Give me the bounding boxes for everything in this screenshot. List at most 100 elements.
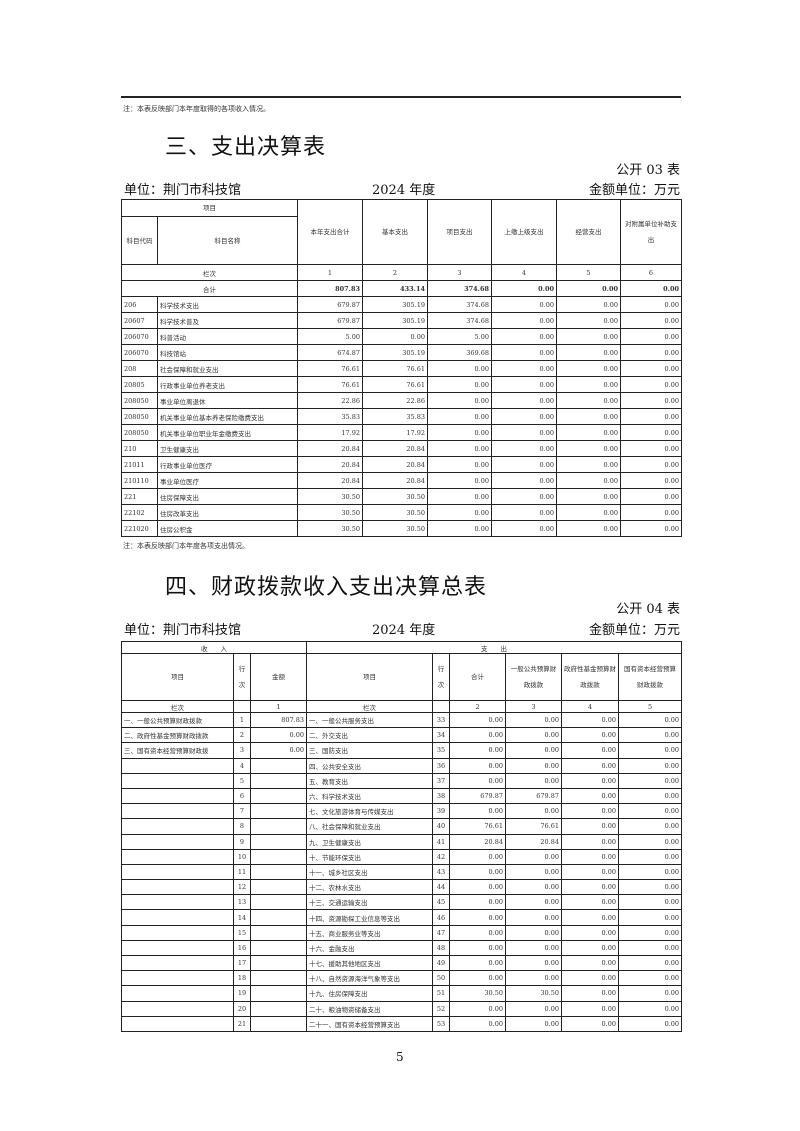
table-cell: 0.00 (620, 280, 682, 297)
table4-title: 四、财政拨款收入支出决算总表 (165, 575, 488, 600)
table-cell: 0.00 (427, 360, 492, 377)
table-cell (121, 879, 234, 896)
table-cell: 4 (491, 264, 557, 281)
table-cell: 三、国有资本经营预算财政拨 (121, 742, 234, 759)
table-cell: 0.00 (505, 909, 563, 926)
table-cell: 20805 (121, 376, 158, 393)
table-cell: 30.50 (362, 488, 428, 505)
table-cell: 679.87 (297, 312, 363, 329)
table-cell: 0.00 (556, 520, 621, 537)
table-cell: 0.00 (561, 742, 620, 759)
table-cell: 22102 (121, 504, 158, 521)
table-cell: 0.00 (449, 879, 507, 896)
table-cell: 科学技术普及 (157, 312, 298, 329)
table-cell (249, 803, 308, 820)
table-row: 20607 科学技术普及 679.87 305.19 374.68 0.00 0.00 0.0… (121, 312, 682, 329)
table-row: 21011 行政事业单位医疗 20.84 20.84 0.00 0.00 0.00 0.00 (121, 456, 682, 473)
table-cell: 政府性基金预算财政拨款 (561, 653, 620, 701)
table-cell: 374.68 (427, 312, 492, 329)
table-cell: 18 (233, 970, 251, 987)
table-cell: 0.00 (449, 803, 507, 820)
table-cell: 210110 (121, 472, 158, 489)
table-cell: 一、一般公共服务支出 (306, 711, 434, 729)
table-cell: 0.00 (505, 727, 563, 744)
table-row: 三、国有资本经营预算财政拨 3 0.00 三、国防支出 35 0.00 0.00 0.00 0.… (121, 742, 683, 759)
table-cell: 41 (432, 833, 451, 850)
table-cell: 208 (121, 360, 158, 377)
table3-amount-unit: 金额单位：万元 (588, 183, 680, 198)
table-cell: 40 (432, 818, 451, 835)
table-cell: 22.86 (297, 392, 363, 409)
table-cell: 0.00 (556, 328, 621, 345)
table-cell: 0.00 (561, 803, 620, 820)
table-row: 206070 科技馆站 674.87 305.19 369.68 0.00 0.00 0.00 (121, 344, 682, 361)
table-cell: 行次 (233, 653, 251, 701)
table-cell: 17.92 (362, 424, 428, 441)
table-cell: 0.00 (561, 787, 620, 805)
table-cell: 十、节能环保支出 (306, 848, 434, 865)
table-cell: 国有资本经营预算财政拨款 (618, 653, 683, 701)
table-cell: 0.00 (505, 924, 563, 941)
table-row: 208050 事业单位离退休 22.86 22.86 0.00 0.00 0.00 0.00 (121, 392, 682, 409)
table-cell: 0.00 (505, 939, 563, 957)
table4-year: 2024 年度 (372, 623, 436, 638)
table-cell: 0.00 (491, 520, 557, 537)
table-cell (249, 1015, 308, 1032)
table-cell (121, 818, 234, 835)
table-cell (432, 700, 451, 713)
table-cell: 0.00 (556, 280, 621, 297)
table-cell: 0.00 (561, 711, 620, 729)
table-cell (249, 924, 308, 941)
table-row: 18 十八、自然资源海洋气象等支出 50 0.00 0.00 0.00 0.00 (121, 970, 683, 987)
table-cell: 0.00 (556, 504, 621, 521)
table-cell: 经营支出 (556, 199, 621, 265)
table-cell (121, 924, 234, 941)
table-cell: 6 (620, 264, 682, 281)
table-row: 5 五、教育支出 37 0.00 0.00 0.00 0.00 (121, 772, 683, 789)
table-cell: 53 (432, 1015, 451, 1032)
table-cell: 38 (432, 787, 451, 805)
table-cell: 44 (432, 879, 451, 896)
table-cell: 0.00 (618, 803, 683, 820)
table-cell: 0.00 (618, 970, 683, 987)
table-cell: 二十、粮油物资储备支出 (306, 1000, 434, 1017)
table-cell: 19 (233, 985, 251, 1002)
table-cell: 0.00 (491, 488, 557, 505)
table-cell: 十六、金融支出 (306, 939, 434, 957)
table-cell: 1 (233, 711, 251, 729)
table-cell: 208050 (121, 392, 158, 409)
table-cell: 五、教育支出 (306, 772, 434, 789)
table-cell: 二、政府性基金预算财政拨款 (121, 727, 234, 744)
table-cell: 807.83 (249, 711, 308, 729)
table-cell: 20.84 (362, 440, 428, 457)
table-cell: 674.87 (297, 344, 363, 361)
table-cell: 0.00 (620, 424, 682, 441)
table-row: 4 四、公共安全支出 36 0.00 0.00 0.00 0.00 (121, 757, 683, 774)
table-cell: 305.19 (362, 344, 428, 361)
table-cell: 0.00 (505, 803, 563, 820)
table-cell: 2 (233, 727, 251, 744)
table-cell (249, 757, 308, 774)
table-cell: 0.00 (427, 392, 492, 409)
table-cell (249, 909, 308, 926)
table-cell: 0.00 (561, 1015, 620, 1032)
table-cell: 0.00 (618, 954, 683, 972)
table-cell: 374.68 (427, 280, 492, 297)
table-cell: 行次 (432, 653, 451, 701)
table-cell: 0.00 (561, 757, 620, 774)
table-cell: 0.00 (427, 376, 492, 393)
table-cell: 5 (556, 264, 621, 281)
table-cell (121, 772, 234, 789)
table-cell (249, 985, 308, 1002)
table-cell: 0.00 (505, 954, 563, 972)
table-cell: 30.50 (449, 985, 507, 1002)
table-cell: 20.84 (362, 456, 428, 473)
table-cell: 0.00 (491, 280, 557, 297)
table-cell: 30.50 (297, 488, 363, 505)
table-cell: 0.00 (427, 440, 492, 457)
table-cell: 0.00 (505, 772, 563, 789)
table-cell: 15 (233, 924, 251, 941)
table-cell: 0.00 (491, 456, 557, 473)
table-cell: 0.00 (449, 772, 507, 789)
